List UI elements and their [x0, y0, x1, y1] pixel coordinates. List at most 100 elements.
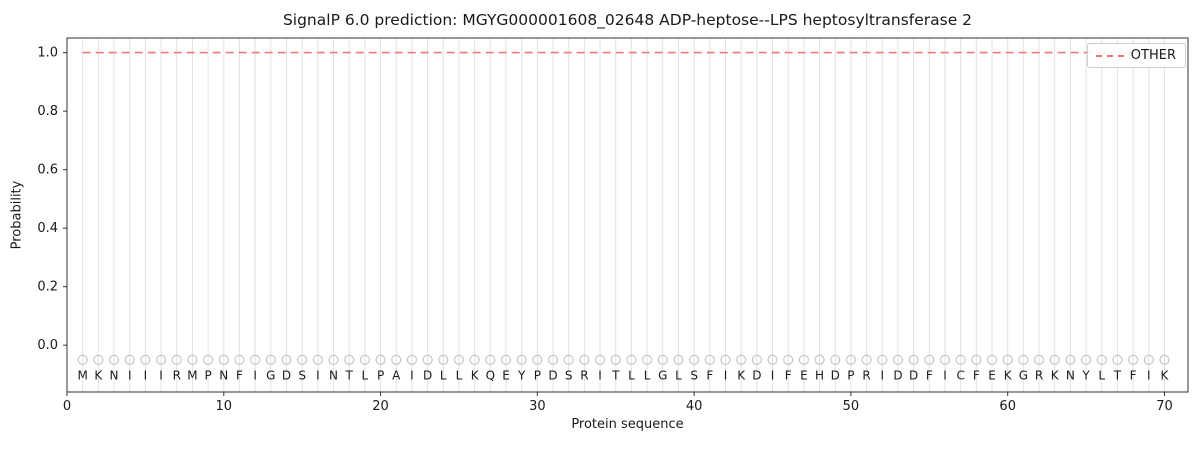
residue-letter: I: [724, 368, 728, 382]
legend-label-other: OTHER: [1130, 48, 1176, 63]
residue-letter: K: [1051, 368, 1060, 382]
y-tick-label: 0.0: [37, 338, 58, 353]
residue-marker: [124, 354, 135, 365]
residue-letter: H: [815, 368, 824, 382]
residue-marker: [1143, 354, 1154, 365]
residue-letter: L: [440, 368, 447, 382]
residue-letter: G: [1019, 368, 1028, 382]
residue-letter: L: [1098, 368, 1105, 382]
residue-letter: I: [943, 368, 947, 382]
residue-letter: F: [973, 368, 980, 382]
residue-marker: [908, 354, 919, 365]
x-tick-label: 50: [843, 399, 860, 414]
residue-letter: D: [282, 368, 291, 382]
residue-marker: [328, 354, 339, 365]
y-axis-label: Probability: [9, 180, 25, 250]
residue-letter: I: [598, 368, 602, 382]
residue-marker: [955, 354, 966, 365]
residue-marker: [1065, 354, 1076, 365]
residue-marker: [642, 354, 653, 365]
residue-marker: [485, 354, 496, 365]
residue-letter: E: [800, 368, 808, 382]
residue-marker: [939, 354, 951, 365]
residue-letter: L: [456, 368, 463, 382]
residue-letter: I: [771, 368, 775, 382]
residue-letter: M: [187, 368, 197, 382]
residue-marker: [297, 354, 308, 365]
residue-marker: [422, 354, 433, 365]
residue-letter: L: [628, 368, 635, 382]
residue-letter: R: [580, 368, 588, 382]
residue-letter: Y: [517, 368, 526, 382]
residue-marker: [720, 354, 731, 365]
y-tick-label: 0.4: [37, 221, 58, 236]
residue-marker: [516, 354, 527, 365]
residue-letter: I: [1147, 368, 1151, 382]
residue-letter: D: [752, 368, 761, 382]
residue-letter: I: [410, 368, 414, 382]
residue-marker: [1128, 354, 1139, 365]
residue-marker: [1159, 354, 1170, 365]
residue-marker: [375, 354, 386, 365]
x-tick-label: 40: [686, 399, 703, 414]
residue-letter: K: [94, 368, 103, 382]
residue-marker: [673, 354, 684, 365]
residue-marker: [986, 354, 998, 365]
residue-letter: A: [392, 368, 401, 382]
residue-marker: [1034, 354, 1045, 365]
residue-marker: [767, 354, 778, 365]
residue-marker: [171, 354, 182, 365]
residue-marker: [438, 354, 449, 365]
residue-letter: F: [1130, 368, 1137, 382]
residue-marker: [845, 354, 856, 365]
residue-marker: [547, 354, 559, 365]
residue-letter: D: [909, 368, 918, 382]
x-tick-label: 70: [1156, 399, 1173, 414]
legend: OTHER: [1086, 43, 1186, 68]
residue-letter: F: [785, 368, 792, 382]
y-tick-label: 0.8: [37, 104, 58, 119]
residue-marker: [156, 354, 167, 365]
residue-marker: [140, 354, 151, 365]
residue-marker: [281, 354, 292, 365]
residue-marker: [892, 354, 904, 365]
residue-marker: [1002, 354, 1013, 365]
residue-letter: L: [644, 368, 651, 382]
y-tick-label: 1.0: [37, 46, 58, 61]
residue-letter: Q: [486, 368, 495, 382]
residue-letter: F: [706, 368, 713, 382]
residue-marker: [359, 354, 370, 365]
residue-letter: N: [110, 368, 119, 382]
residue-letter: L: [362, 368, 369, 382]
residue-marker: [610, 354, 621, 365]
residue-marker: [751, 354, 762, 365]
residue-marker: [861, 354, 872, 365]
residue-marker: [689, 354, 700, 365]
residue-marker: [203, 354, 214, 365]
residue-letter: F: [236, 368, 243, 382]
residue-marker: [877, 354, 888, 365]
residue-marker: [814, 354, 825, 365]
residue-marker: [626, 354, 637, 365]
residue-marker: [1049, 354, 1060, 365]
residue-marker: [250, 354, 261, 365]
x-axis-label: Protein sequence: [571, 417, 684, 432]
residue-letter: C: [956, 368, 964, 382]
residue-letter: F: [926, 368, 933, 382]
residue-letter: I: [253, 368, 257, 382]
residue-marker: [798, 354, 809, 365]
residue-letter: S: [690, 368, 698, 382]
x-tick-label: 20: [372, 399, 389, 414]
residue-letter: S: [565, 368, 573, 382]
x-tick-label: 30: [529, 399, 546, 414]
residue-marker: [406, 354, 417, 365]
residue-letter: T: [1113, 368, 1122, 382]
residue-marker: [595, 354, 606, 365]
residue-letter: N: [219, 368, 228, 382]
residue-marker: [704, 354, 715, 365]
residue-letter: G: [266, 368, 275, 382]
residue-letter: P: [204, 368, 211, 382]
residue-marker: [1096, 354, 1107, 365]
residue-letter: D: [423, 368, 432, 382]
residue-letter: T: [345, 368, 354, 382]
